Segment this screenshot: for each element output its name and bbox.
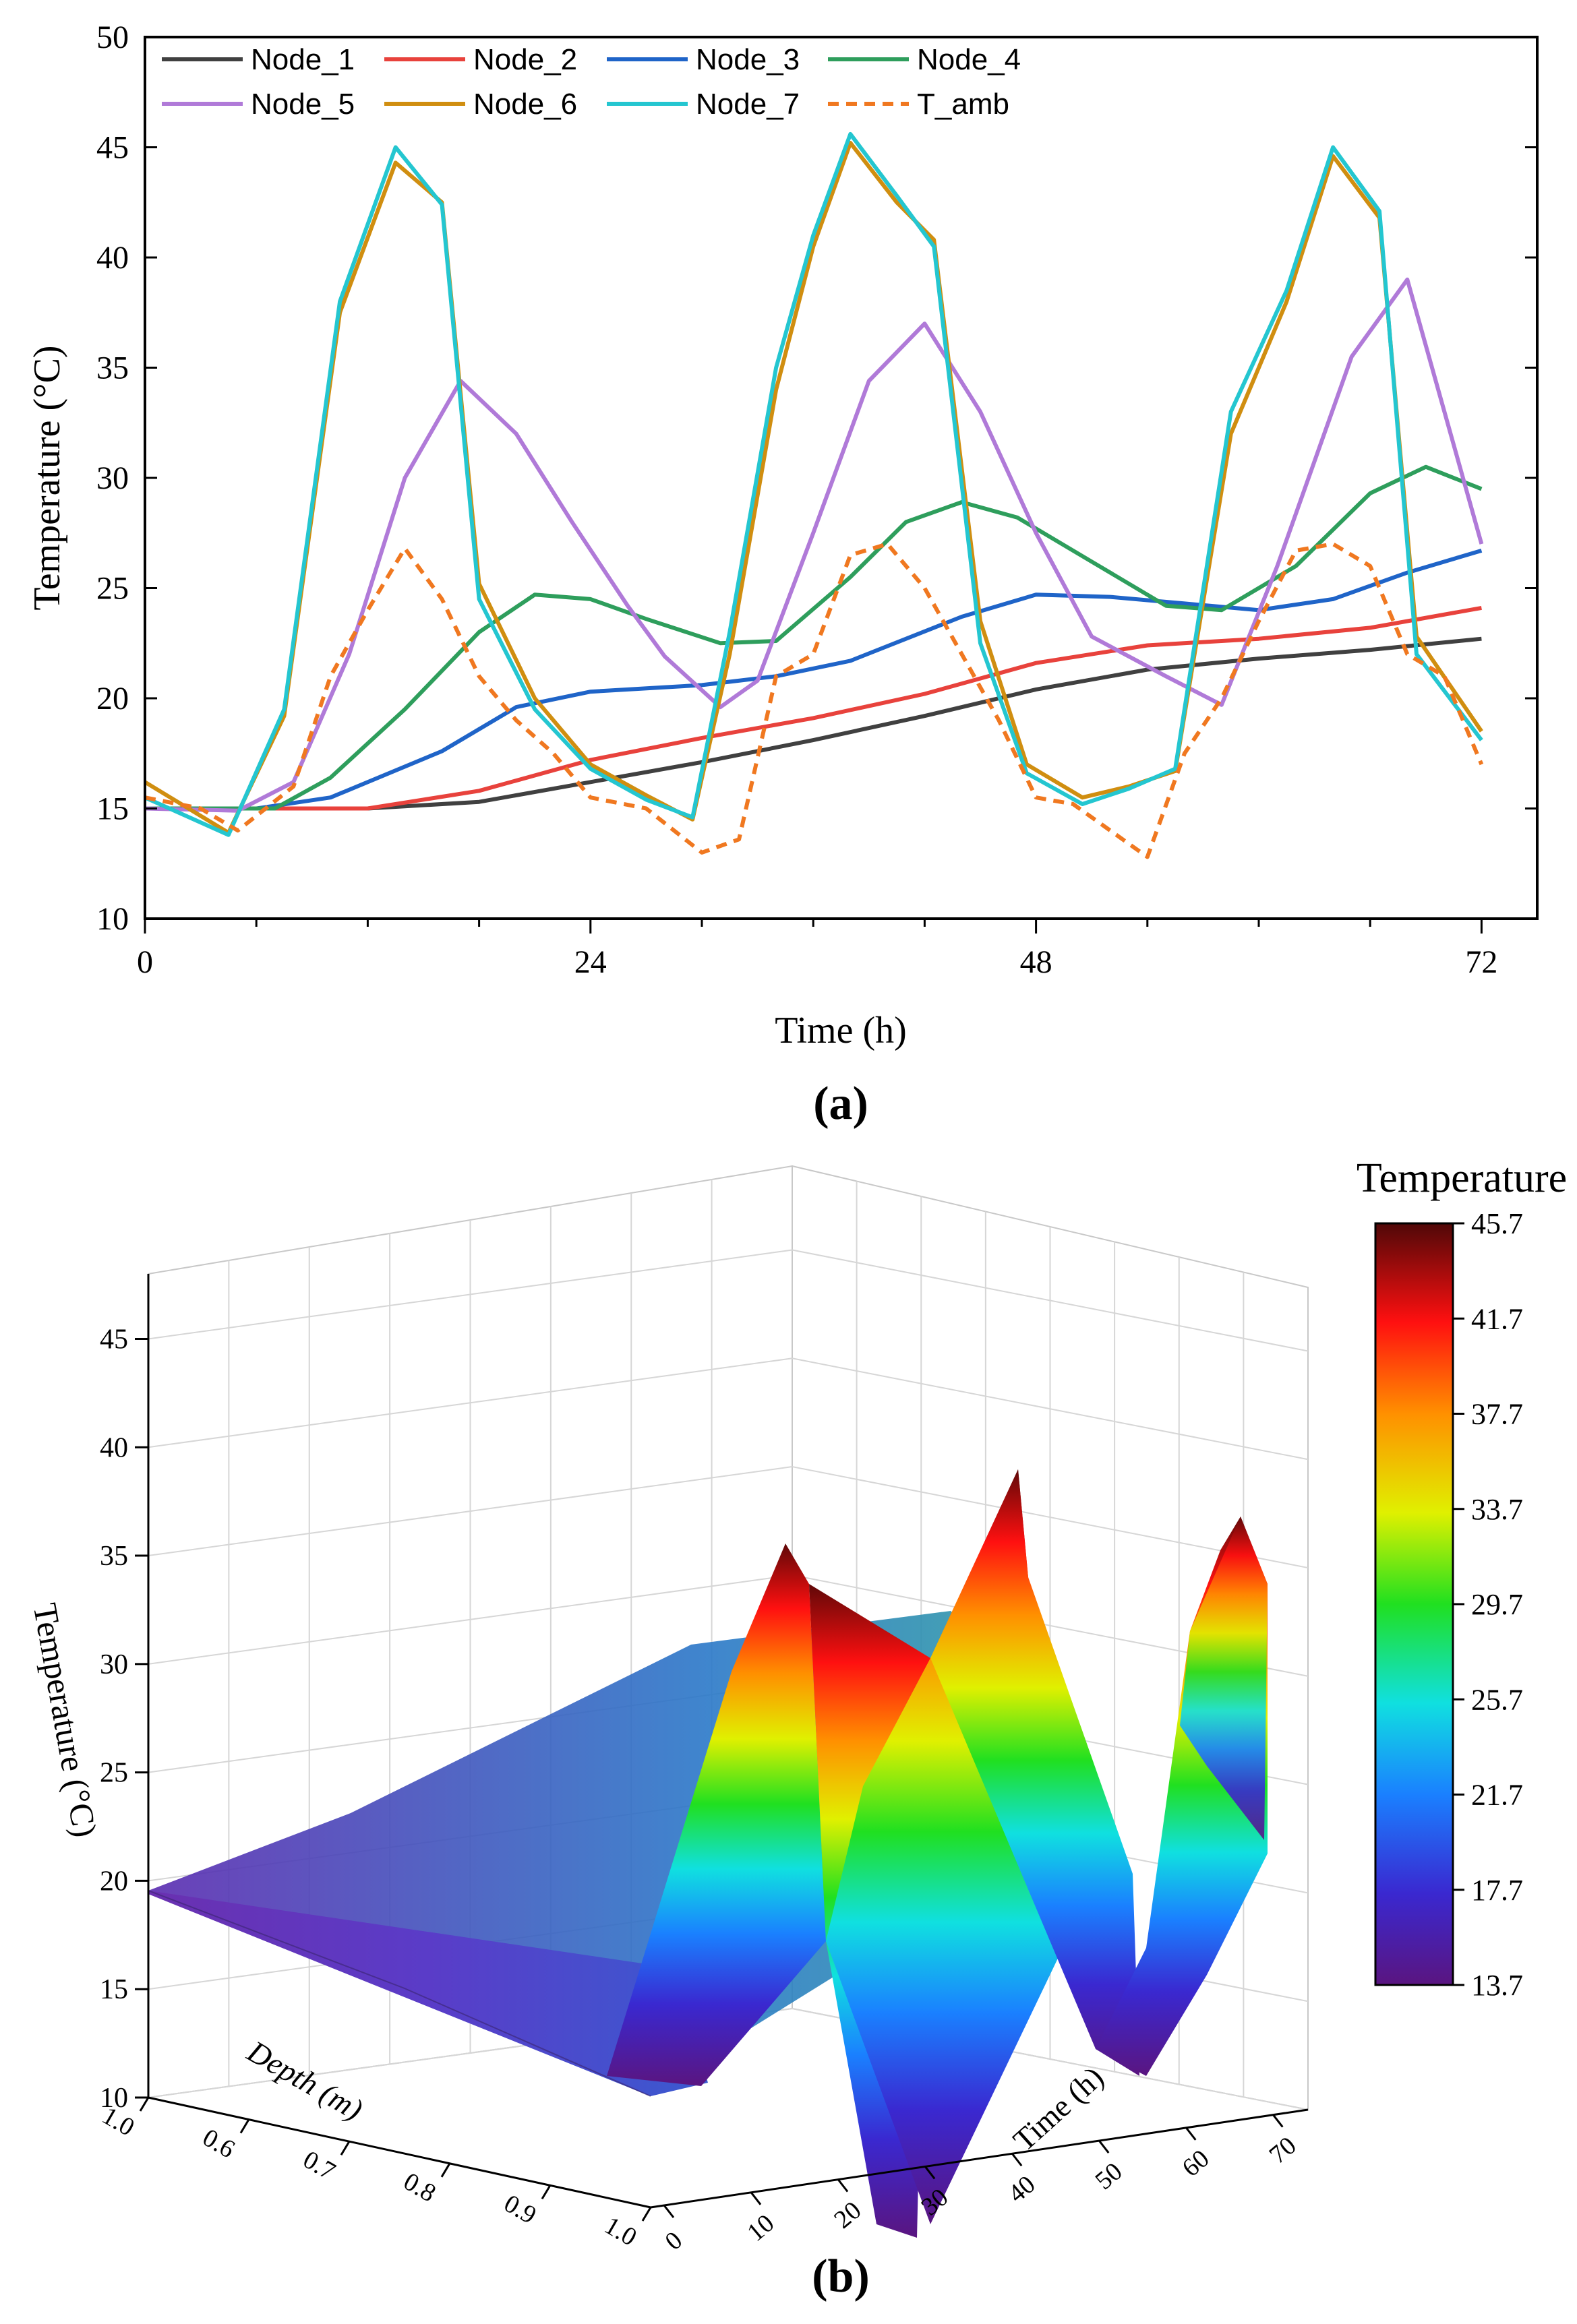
z-tick-label: 30 <box>100 1649 128 1680</box>
y-tick-label: 50 <box>96 20 129 55</box>
depth-tick <box>139 2097 150 2112</box>
series-group <box>144 131 1484 859</box>
y-tick-label: 15 <box>96 791 129 827</box>
z-tick-label: 10 <box>100 2083 128 2114</box>
legend-label: Node_3 <box>696 43 800 76</box>
z-tick-label: 20 <box>100 1866 128 1897</box>
legend-label: Node_4 <box>917 43 1021 76</box>
depth-tick <box>541 2184 552 2200</box>
time-tick <box>1185 2127 1197 2141</box>
depth-tick <box>340 2141 351 2155</box>
colorbar-tick-label: 21.7 <box>1471 1779 1523 1812</box>
z-tick-label: 35 <box>100 1541 128 1572</box>
time-tick <box>924 2166 936 2180</box>
depth-tick <box>239 2118 250 2134</box>
time-tick-label: 20 <box>829 2196 866 2234</box>
time-tick <box>1272 2114 1284 2128</box>
time-tick-label: 70 <box>1264 2131 1302 2170</box>
grid-line <box>148 1249 793 1340</box>
legend-label: Node_6 <box>473 88 577 121</box>
colorbar-tick-label: 17.7 <box>1471 1874 1523 1907</box>
colorbar-title: Temperature <box>1357 1155 1567 1201</box>
z-tick-label: 25 <box>100 1758 128 1789</box>
legend-label: Node_2 <box>473 43 577 76</box>
z-tick-label: 40 <box>100 1432 128 1463</box>
x-tick-label: 0 <box>137 944 153 980</box>
x-axis-label: Time (h) <box>775 1010 907 1051</box>
legend-label: Node_7 <box>696 88 800 121</box>
time-tick <box>663 2205 675 2218</box>
colorbar <box>1374 1222 1454 1986</box>
surface-3d <box>148 1469 1268 2238</box>
depth-tick-label: 0.7 <box>298 2145 340 2186</box>
colorbar-tick-label: 13.7 <box>1471 1969 1523 2002</box>
depth-tick <box>440 2163 451 2178</box>
x-tick-label: 48 <box>1020 944 1052 980</box>
x-tick-label: 72 <box>1465 944 1497 980</box>
time-tick-label: 40 <box>1003 2170 1040 2209</box>
series-line-node-2 <box>145 605 1482 811</box>
surface-tail <box>1180 1517 1268 1840</box>
colorbar-tick-label: 33.7 <box>1471 1493 1523 1526</box>
z-tick-label: 15 <box>100 1974 128 2005</box>
time-axis-line <box>650 2108 1309 2209</box>
z-axis-label: Temperature (°C) <box>26 1600 105 1839</box>
series-line-node-4 <box>145 464 1483 811</box>
surface-peak-1 <box>607 1543 826 2086</box>
depth-tick-label: 0.6 <box>198 2123 239 2164</box>
colorbar-ticks: 45.7 41.7 37.7 33.7 29.7 25.7 21.7 17.7 13.7 <box>1453 1207 1523 2002</box>
series-line-node-5 <box>144 277 1484 813</box>
y-tick-label: 45 <box>96 130 129 166</box>
depth-tick-label: 0.9 <box>499 2189 541 2230</box>
series-line-node-7 <box>144 131 1483 837</box>
time-tick-label: 50 <box>1090 2158 1128 2196</box>
axis-ticks-a: 10 15 20 25 30 35 40 45 50 0 24 48 72 <box>96 20 1537 980</box>
legend-label: Node_1 <box>251 43 355 76</box>
grid-line <box>792 1357 1309 1461</box>
y-tick-label: 40 <box>96 240 129 276</box>
y-axis-label: Temperature (°C) <box>26 345 68 610</box>
depth-tick-label: 1.0 <box>599 2211 641 2252</box>
legend: Node_1 Node_2 Node_3 Node_4 Node_5 Node_6 Node… <box>162 43 1021 121</box>
y-tick-label: 20 <box>96 681 129 716</box>
grid-line <box>148 1357 793 1448</box>
grid-line <box>148 1574 793 1665</box>
y-tick-label: 35 <box>96 350 129 386</box>
grid-line <box>792 1249 1309 1352</box>
depth-tick <box>641 2207 652 2222</box>
time-tick <box>1098 2140 1110 2153</box>
series-line-node-3 <box>145 549 1483 811</box>
panel-label-b: (b) <box>812 2251 870 2302</box>
depth-tick-label: 0.8 <box>398 2167 440 2207</box>
y-tick-label: 25 <box>96 571 129 607</box>
grid-line <box>148 1466 793 1557</box>
colorbar-tick-label: 37.7 <box>1471 1398 1523 1431</box>
time-tick <box>1011 2153 1023 2167</box>
surface-floor <box>148 1891 708 2096</box>
z-tick-label: 45 <box>100 1324 128 1355</box>
y-tick-label: 30 <box>96 460 129 496</box>
colorbar-tick-label: 29.7 <box>1471 1588 1523 1621</box>
series-line-t-amb <box>144 542 1484 859</box>
y-tick-label: 10 <box>96 901 129 937</box>
series-line-node-6 <box>144 141 1483 835</box>
x-tick-label: 24 <box>574 944 607 980</box>
time-tick <box>750 2191 762 2205</box>
time-tick-label: 60 <box>1177 2144 1215 2182</box>
surface-contour <box>148 1890 651 2097</box>
colorbar-tick-label: 45.7 <box>1471 1207 1523 1240</box>
colorbar-tick-label: 41.7 <box>1471 1302 1523 1335</box>
time-tick-label: 10 <box>742 2209 779 2247</box>
colorbar-tick-label: 25.7 <box>1471 1683 1523 1716</box>
legend-label: T_amb <box>917 88 1009 121</box>
time-tick <box>837 2178 849 2193</box>
legend-label: Node_5 <box>251 88 355 121</box>
panel-label-a: (a) <box>813 1078 868 1130</box>
time-tick-label: 0 <box>660 2226 688 2256</box>
surface-trough-2 <box>930 1469 1139 2076</box>
depth-axis-line <box>148 2096 651 2209</box>
